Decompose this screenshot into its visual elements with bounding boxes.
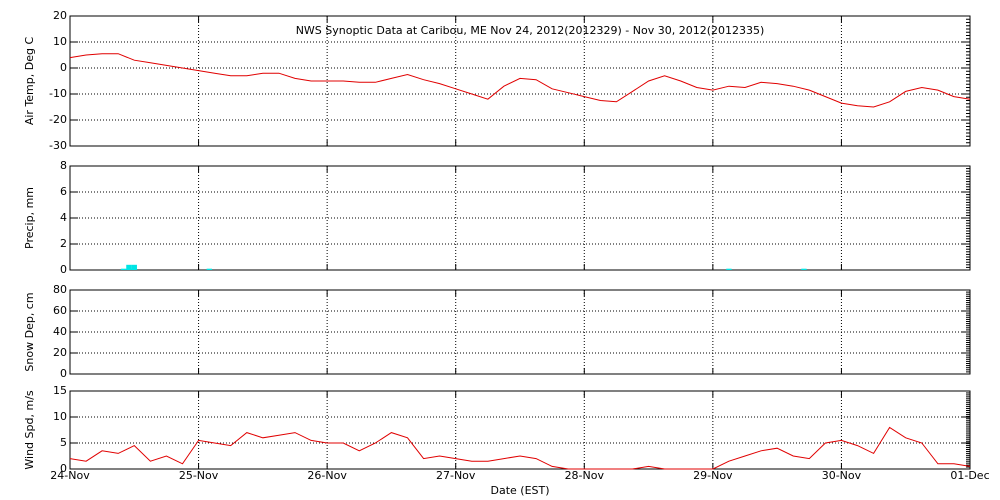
y-axis-label: Precip, mm xyxy=(23,187,36,249)
y-tick-label: 0 xyxy=(60,263,67,276)
y-tick-label: -30 xyxy=(49,139,67,152)
y-tick-label: 15 xyxy=(53,384,67,397)
x-tick-label: 28-Nov xyxy=(565,469,605,482)
x-tick-label: 25-Nov xyxy=(179,469,219,482)
bar xyxy=(126,264,132,270)
plot-frame xyxy=(69,165,971,271)
y-tick-label: -20 xyxy=(49,113,67,126)
y-tick-label: 80 xyxy=(53,283,67,296)
bar xyxy=(206,268,212,270)
y-tick-label: 40 xyxy=(53,325,67,338)
bar xyxy=(120,268,127,270)
y-tick-label: 6 xyxy=(60,185,67,198)
y-tick-label: 8 xyxy=(60,159,67,172)
data-line xyxy=(69,53,971,108)
bar xyxy=(131,264,137,270)
y-tick-label: 2 xyxy=(60,237,67,250)
y-axis-label: Wind Spd, m/s xyxy=(23,390,36,470)
y-axis-label: Air Temp, Deg C xyxy=(23,37,36,126)
plot-frame xyxy=(69,390,971,470)
plot-frame xyxy=(69,289,971,375)
y-axis-label: Snow Dep, cm xyxy=(23,292,36,371)
data-line xyxy=(69,426,971,470)
x-tick-label: 26-Nov xyxy=(307,469,347,482)
x-tick-label: 27-Nov xyxy=(436,469,476,482)
y-tick-label: 60 xyxy=(53,304,67,317)
x-tick-label: 24-Nov xyxy=(50,469,90,482)
x-tick-label: 29-Nov xyxy=(693,469,733,482)
y-tick-label: 0 xyxy=(60,61,67,74)
bar xyxy=(801,268,807,270)
y-tick-label: 5 xyxy=(60,436,67,449)
chart-title: NWS Synoptic Data at Caribou, ME Nov 24,… xyxy=(296,24,765,37)
y-tick-label: 0 xyxy=(60,367,67,380)
y-tick-label: 20 xyxy=(53,346,67,359)
y-tick-label: 20 xyxy=(53,9,67,22)
x-tick-label: 01-Dec xyxy=(950,469,989,482)
y-tick-label: 10 xyxy=(53,35,67,48)
plot-frame xyxy=(69,15,971,147)
y-tick-label: 0 xyxy=(60,462,67,475)
x-axis-label: Date (EST) xyxy=(490,484,549,497)
y-tick-label: 10 xyxy=(53,410,67,423)
y-tick-label: 4 xyxy=(60,211,67,224)
x-tick-label: 30-Nov xyxy=(822,469,862,482)
y-tick-label: -10 xyxy=(49,87,67,100)
bar xyxy=(726,268,732,270)
